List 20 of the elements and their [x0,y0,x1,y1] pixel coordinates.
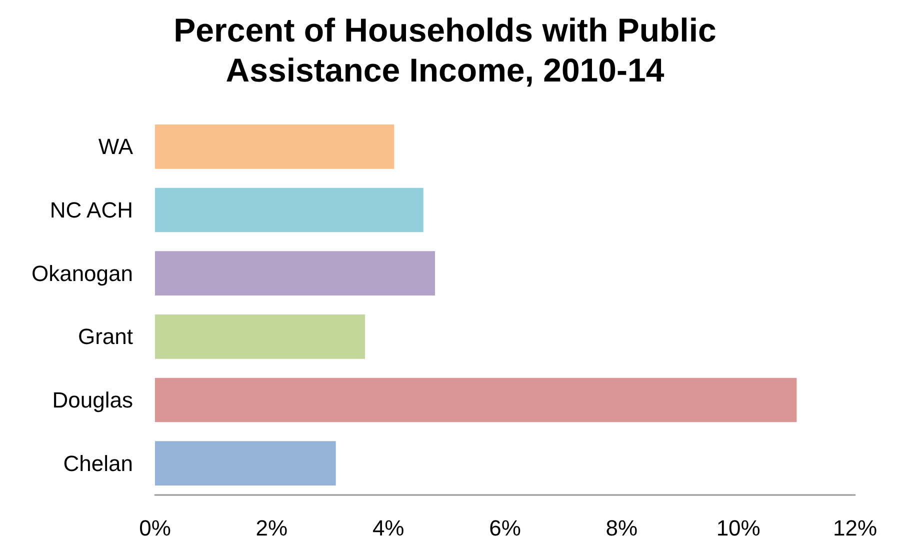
x-tick-label: 2% [256,516,288,540]
bar [155,314,365,359]
bar [155,378,797,422]
y-tick-label: NC ACH [50,198,133,222]
bar [155,251,435,296]
x-tick-label: 6% [489,516,521,540]
y-tick-label: Chelan [63,450,133,476]
x-tick-label: 10% [716,516,760,540]
bar [155,124,394,169]
x-tick-label: 0% [139,516,171,540]
y-tick-label: WA [98,134,134,160]
x-tick-label: 12% [832,516,878,540]
x-tick-label: 4% [372,516,404,540]
x-tick-label: 8% [606,516,638,540]
y-tick-label: Grant [78,324,133,350]
chart-title: Percent of Households with Public Assistance Income, 2010-14 [174,12,716,88]
bar [155,441,336,486]
y-tick-label: Douglas [52,388,133,412]
y-tick-label: Okanogan [31,260,133,286]
bar [155,188,424,232]
